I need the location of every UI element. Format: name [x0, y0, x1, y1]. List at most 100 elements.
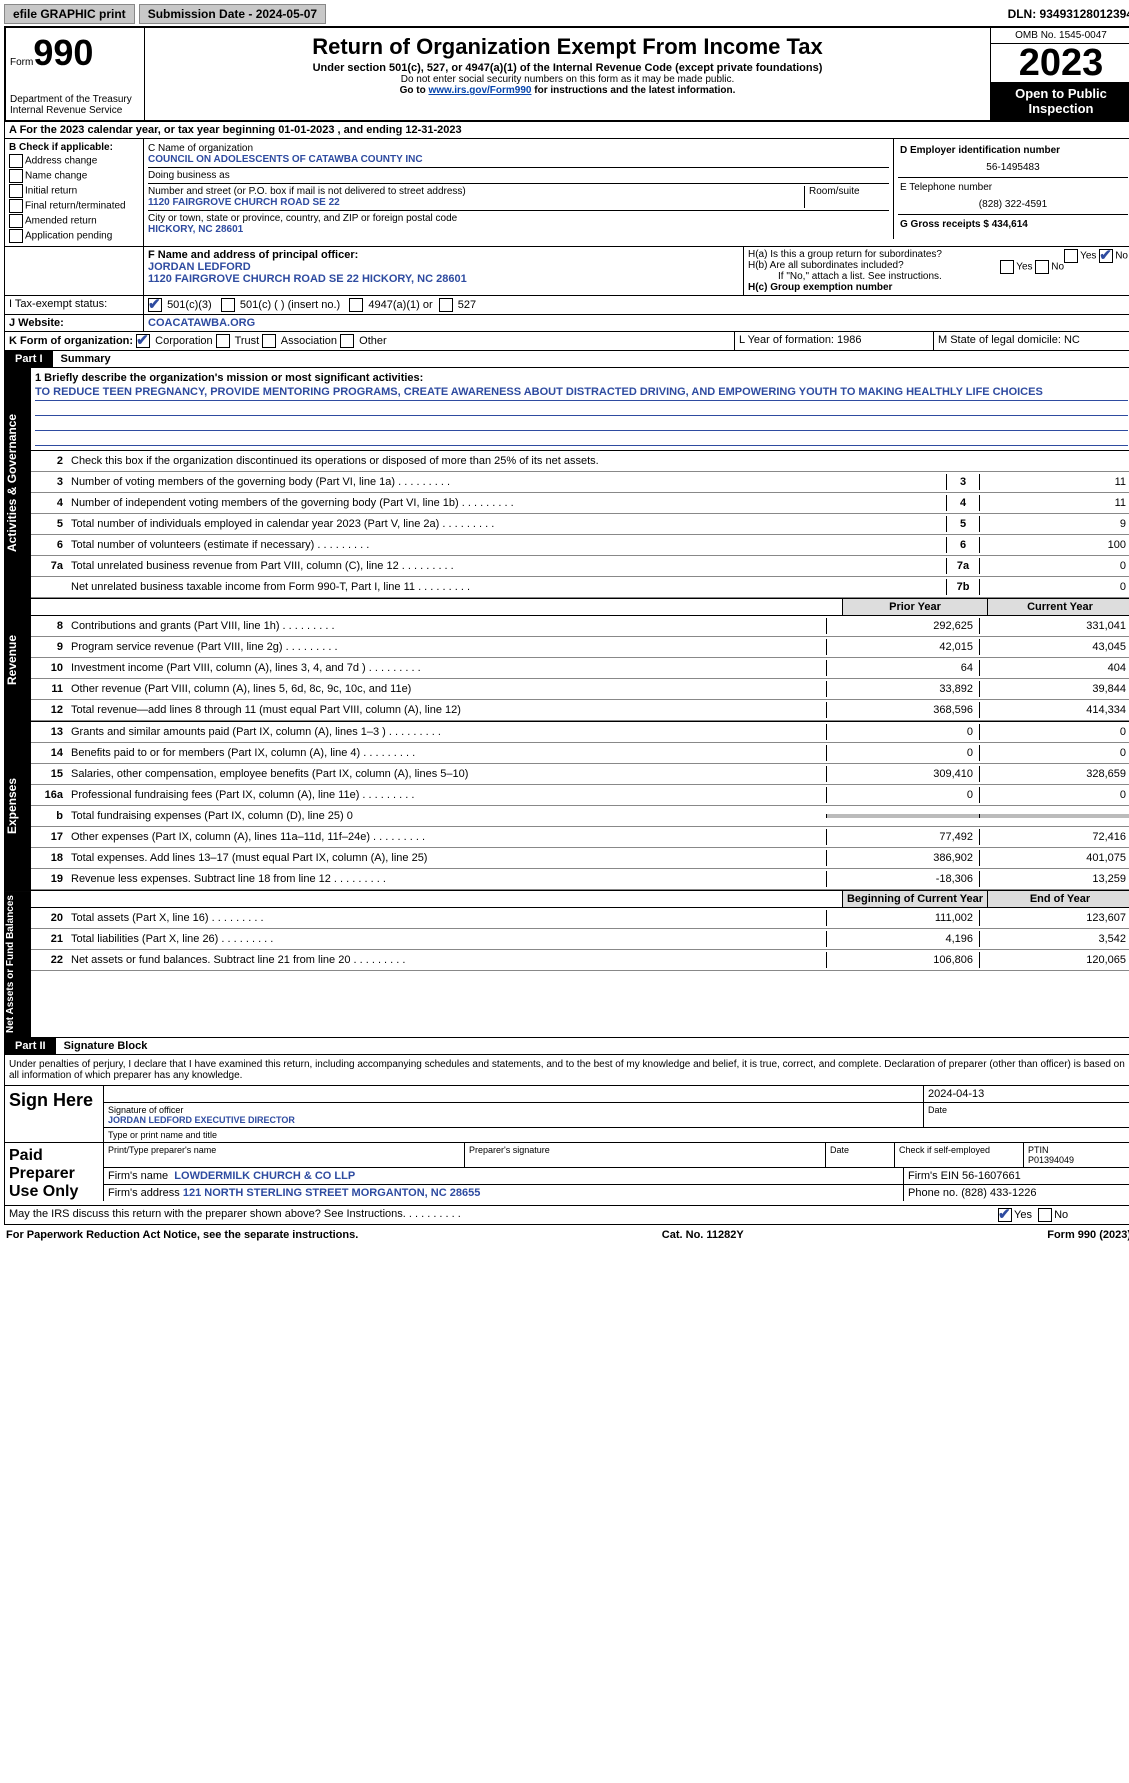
l4-b: 4	[946, 495, 980, 511]
l14-c: 0	[979, 745, 1129, 761]
name-label: C Name of organization	[148, 143, 889, 154]
disclaimer: Under penalties of perjury, I declare th…	[4, 1055, 1129, 1086]
dln: DLN: 93493128012394	[1008, 7, 1129, 21]
side-revenue: Revenue	[5, 599, 31, 721]
officer-name: JORDAN LEDFORD	[148, 261, 251, 273]
may-irs-row: May the IRS discuss this return with the…	[4, 1206, 1129, 1225]
prep-date-label: Date	[825, 1143, 894, 1167]
footer-right: Form 990 (2023)	[1047, 1229, 1129, 1241]
l2: Check this box if the organization disco…	[71, 455, 599, 467]
street: 1120 FAIRGROVE CHURCH ROAD SE 22	[148, 197, 804, 208]
l11-d: Other revenue (Part VIII, column (A), li…	[67, 681, 826, 697]
col-b-hdr: B Check if applicable:	[9, 142, 139, 153]
hb-note: If "No," attach a list. See instructions…	[748, 271, 1128, 282]
net-section: Net Assets or Fund Balances Beginning of…	[4, 890, 1129, 1038]
sig-officer-label: Signature of officer	[108, 1105, 183, 1115]
form-title: Return of Organization Exempt From Incom…	[149, 34, 986, 60]
l9-p: 42,015	[826, 639, 979, 655]
l17-c: 72,416	[979, 829, 1129, 845]
trust: Trust	[235, 335, 260, 347]
street-label: Number and street (or P.O. box if mail i…	[148, 186, 804, 197]
paid-label: Paid Preparer Use Only	[5, 1143, 103, 1205]
cb-address-change[interactable]: Address change	[25, 156, 97, 167]
row-j: J Website: COACATAWBA.ORG	[4, 315, 1129, 332]
l21-d: Total liabilities (Part X, line 26)	[67, 931, 826, 947]
governance-section: Activities & Governance 1 Briefly descri…	[4, 368, 1129, 598]
website: COACATAWBA.ORG	[144, 315, 1129, 331]
assoc: Association	[281, 335, 337, 347]
l6-d: Total number of volunteers (estimate if …	[67, 537, 946, 553]
l12-c: 414,334	[979, 702, 1129, 718]
submission-date: Submission Date - 2024-05-07	[139, 4, 326, 24]
l11-c: 39,844	[979, 681, 1129, 697]
efile-label: efile GRAPHIC print	[4, 4, 135, 24]
l17-p: 77,492	[826, 829, 979, 845]
col-c: C Name of organizationCOUNCIL ON ADOLESC…	[144, 139, 893, 239]
l7a-v: 0	[980, 558, 1129, 574]
tax-exempt-label: I Tax-exempt status:	[9, 298, 107, 310]
l13-p: 0	[826, 724, 979, 740]
l8-d: Contributions and grants (Part VIII, lin…	[67, 618, 826, 634]
firm-phone-label: Phone no.	[908, 1187, 958, 1199]
l9-c: 43,045	[979, 639, 1129, 655]
cb-initial-return[interactable]: Initial return	[25, 186, 77, 197]
other: Other	[359, 335, 387, 347]
l14-p: 0	[826, 745, 979, 761]
preparer-sig-label: Preparer's signature	[464, 1143, 825, 1167]
l15-p: 309,410	[826, 766, 979, 782]
part1-hdr: Part I Summary	[4, 351, 1129, 368]
cb-amended[interactable]: Amended return	[25, 216, 97, 227]
l20-p: 111,002	[826, 910, 979, 926]
l5-b: 5	[946, 516, 980, 532]
l4-v: 11	[980, 495, 1129, 511]
l7b-b: 7b	[946, 579, 980, 595]
l6-b: 6	[946, 537, 980, 553]
self-emp-label: Check if self-employed	[899, 1145, 990, 1155]
l17-d: Other expenses (Part IX, column (A), lin…	[67, 829, 826, 845]
l16a-c: 0	[979, 787, 1129, 803]
state-domicile: M State of legal domicile: NC	[933, 332, 1129, 350]
note1: Do not enter social security numbers on …	[149, 74, 986, 85]
sign-label: Sign Here	[5, 1086, 103, 1142]
cb-final-return[interactable]: Final return/terminated	[25, 201, 126, 212]
sig-officer-name: JORDAN LEDFORD EXECUTIVE DIRECTOR	[108, 1115, 295, 1125]
open-public: Open to Public Inspection	[991, 82, 1129, 120]
note2-suffix: for instructions and the latest informat…	[531, 85, 735, 96]
l15-d: Salaries, other compensation, employee b…	[67, 766, 826, 782]
footer: For Paperwork Reduction Act Notice, see …	[4, 1225, 1129, 1245]
l7a-d: Total unrelated business revenue from Pa…	[67, 558, 946, 574]
cb-name-change[interactable]: Name change	[25, 171, 87, 182]
501c: 501(c) ( ) (insert no.)	[240, 299, 340, 311]
firm-phone: (828) 433-1226	[961, 1187, 1036, 1199]
side-governance: Activities & Governance	[5, 368, 31, 598]
part1-title: Summary	[53, 351, 1129, 367]
cb-app-pending[interactable]: Application pending	[25, 231, 112, 242]
sign-date: 2024-04-13	[923, 1086, 1129, 1102]
ha: H(a) Is this a group return for subordin…	[748, 249, 942, 260]
section-bcd: B Check if applicable: Address change Na…	[4, 139, 1129, 247]
l10-c: 404	[979, 660, 1129, 676]
form-org-label: K Form of organization:	[9, 335, 133, 347]
firm-ein-label: Firm's EIN	[908, 1170, 959, 1182]
side-expenses: Expenses	[5, 722, 31, 890]
l11-p: 33,892	[826, 681, 979, 697]
revenue-section: Revenue Prior YearCurrent Year 8Contribu…	[4, 598, 1129, 721]
expenses-section: Expenses 13Grants and similar amounts pa…	[4, 721, 1129, 890]
l14-d: Benefits paid to or for members (Part IX…	[67, 745, 826, 761]
form-subtitle: Under section 501(c), 527, or 4947(a)(1)…	[149, 62, 986, 74]
l16a-p: 0	[826, 787, 979, 803]
ptin: P01394049	[1028, 1155, 1074, 1165]
officer-addr: 1120 FAIRGROVE CHURCH ROAD SE 22 HICKORY…	[148, 273, 467, 285]
hc: H(c) Group exemption number	[748, 282, 892, 293]
irs-link[interactable]: www.irs.gov/Form990	[428, 85, 531, 96]
phone: (828) 322-4591	[900, 193, 1126, 210]
l18-p: 386,902	[826, 850, 979, 866]
l18-c: 401,075	[979, 850, 1129, 866]
footer-left: For Paperwork Reduction Act Notice, see …	[6, 1229, 358, 1241]
date-label: Date	[923, 1103, 1129, 1127]
topbar: efile GRAPHIC print Submission Date - 20…	[4, 4, 1129, 24]
firm-label: Firm's name	[108, 1170, 168, 1182]
part2-tab: Part II	[5, 1038, 56, 1054]
l10-d: Investment income (Part VIII, column (A)…	[67, 660, 826, 676]
l9-d: Program service revenue (Part VIII, line…	[67, 639, 826, 655]
